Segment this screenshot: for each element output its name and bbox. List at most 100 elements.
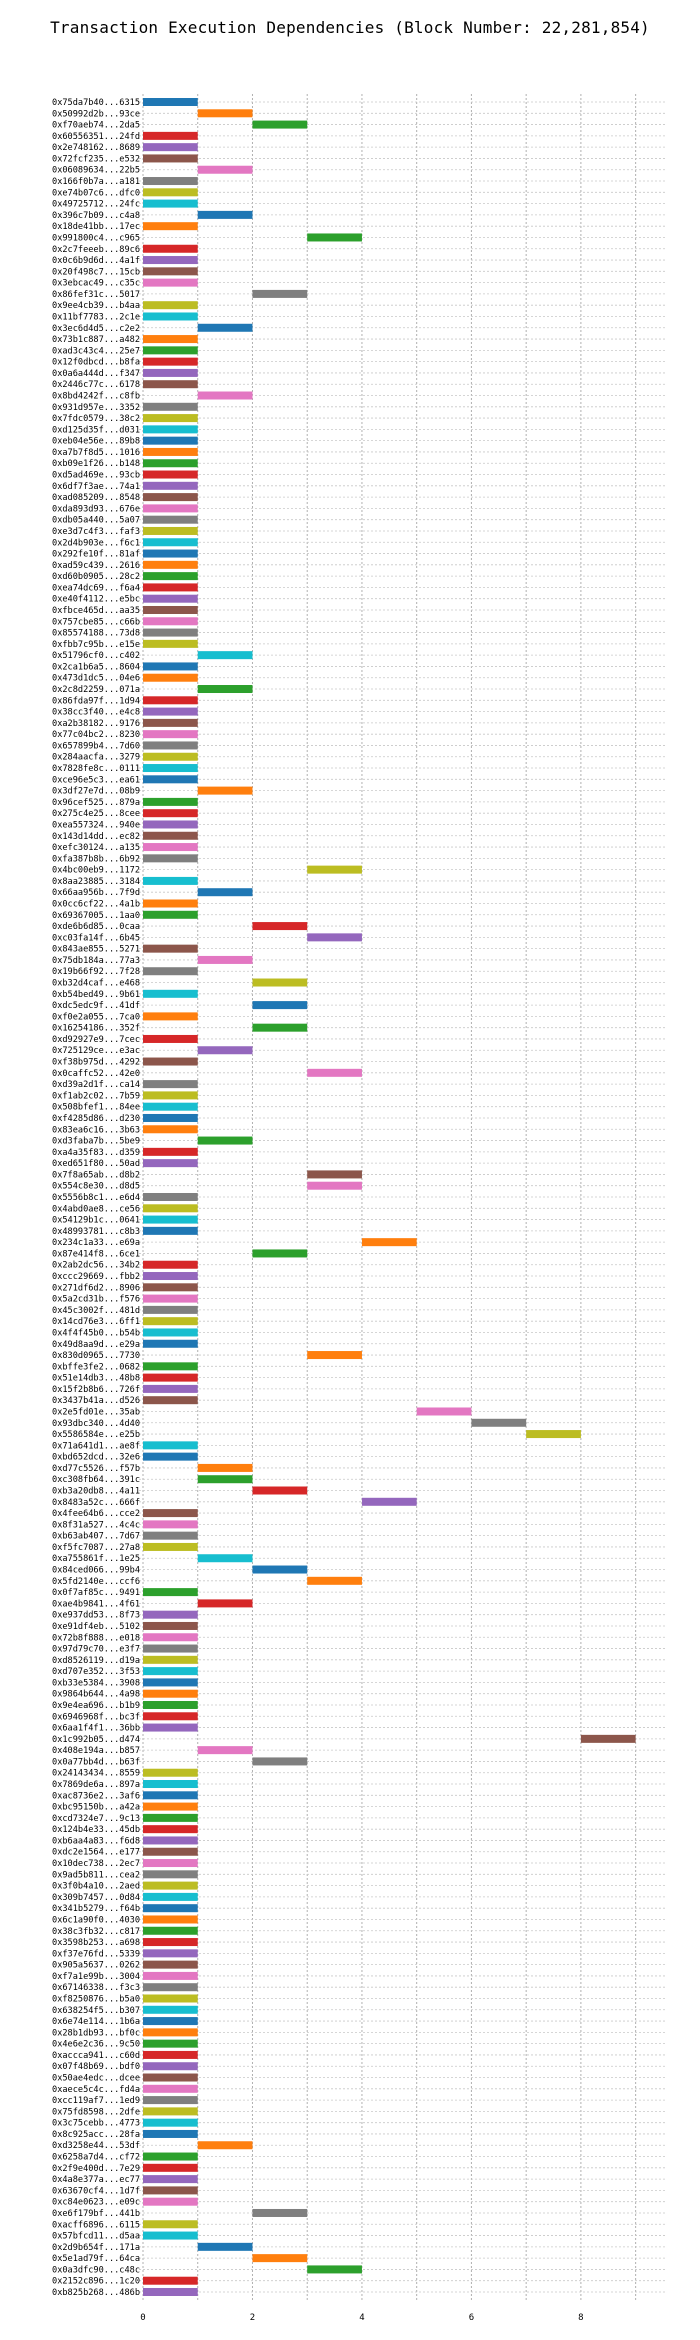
transaction-bar — [197, 391, 253, 400]
y-tick-label: 0xfbb7c95b...e15e — [52, 640, 140, 650]
y-tick-label: 0x8bd4242f...c8fb — [52, 392, 140, 402]
transaction-bar — [143, 1452, 198, 1461]
transaction-bar — [143, 1994, 198, 2003]
x-tick-label: 4 — [359, 2313, 364, 2323]
transaction-bar — [143, 131, 198, 140]
y-tick-label: 0x06089634...22b5 — [52, 166, 140, 176]
y-tick-label: 0xaccca941...c60d — [52, 2051, 140, 2061]
x-tick-labels: 0 2 4 6 8 — [140, 2313, 583, 2323]
y-tick-label: 0x20f498c7...15cb — [52, 267, 140, 277]
y-tick-label: 0xc03fa14f...6b45 — [52, 933, 140, 943]
transaction-bar — [143, 301, 198, 310]
transaction-bar — [143, 2163, 198, 2172]
transaction-bar — [416, 1407, 472, 1416]
transaction-bar — [143, 718, 198, 727]
y-tick-label: 0xd3258e44...53df — [52, 2141, 140, 2151]
y-tick-label: 0x830d0965...7730 — [52, 1351, 140, 1361]
transaction-bar — [143, 1328, 198, 1337]
y-tick-label: 0x638254f5...b307 — [52, 2006, 140, 2016]
transaction-bar — [143, 154, 198, 163]
transaction-bar — [143, 1373, 198, 1382]
transaction-bar — [143, 177, 198, 186]
transaction-bar — [252, 1565, 308, 1574]
y-tick-label: 0x54129b1c...0641 — [52, 1216, 140, 1226]
transaction-bar — [143, 1034, 198, 1043]
transaction-bar — [143, 1339, 198, 1348]
transaction-bar — [143, 560, 198, 569]
transaction-bar — [143, 357, 198, 366]
transaction-bar — [252, 1001, 308, 1010]
y-tick-label: 0xf5fc7087...27a8 — [52, 1543, 140, 1553]
transaction-bar — [143, 1667, 198, 1676]
y-tick-label: 0xc84e0623...e09c — [52, 2198, 140, 2208]
transaction-bar — [197, 2141, 253, 2150]
transaction-bar — [143, 2220, 198, 2229]
y-tick-label: 0xaece5c4c...fd4a — [52, 2085, 140, 2095]
transaction-bar — [143, 1847, 198, 1856]
transaction-bar — [143, 1091, 198, 1100]
y-tick-label: 0x554c8e30...d8d5 — [52, 1182, 140, 1192]
transaction-bar — [143, 696, 198, 705]
y-tick-label: 0x38cc3f40...e4c8 — [52, 708, 140, 718]
y-tick-label: 0xb6aa4a83...f6d8 — [52, 1836, 140, 1846]
transaction-bar — [143, 1881, 198, 1890]
y-tick-label: 0x271df6d2...8906 — [52, 1283, 140, 1293]
transaction-bar — [143, 831, 198, 840]
transaction-bar — [143, 730, 198, 739]
transaction-bar — [143, 572, 198, 581]
x-tick-label: 0 — [140, 2313, 145, 2323]
y-tick-label: 0x0caffc52...42e0 — [52, 1069, 140, 1079]
y-tick-label: 0x3c75cebb...4773 — [52, 2119, 140, 2129]
transaction-bar — [143, 538, 198, 547]
y-tick-label: 0x86fda97f...1d94 — [52, 696, 140, 706]
transaction-bar — [252, 922, 308, 931]
y-tick-label: 0xa755861f...1e25 — [52, 1554, 140, 1564]
transaction-bar — [143, 775, 198, 784]
transaction-bar — [307, 2265, 362, 2274]
y-tick-label: 0x3f0b4a10...2aed — [52, 1882, 140, 1892]
transaction-bar — [143, 1983, 198, 1992]
y-tick-label: 0xf1ab2c02...7b59 — [52, 1091, 140, 1101]
transaction-bar — [143, 764, 198, 773]
transaction-bar — [143, 989, 198, 998]
transaction-bar — [197, 685, 253, 694]
y-tick-label: 0x9ee4cb39...b4aa — [52, 301, 140, 311]
transaction-bar — [143, 1915, 198, 1924]
transaction-bar — [143, 1813, 198, 1822]
transaction-bar — [143, 1204, 198, 1213]
transaction-bar — [143, 312, 198, 321]
transaction-bar — [197, 786, 253, 795]
grid-lines — [139, 94, 667, 2300]
transaction-bar — [307, 933, 362, 942]
y-tick-label: 0x8f31a527...4c4c — [52, 1520, 140, 1530]
y-tick-label: 0x2ab2dc56...34b2 — [52, 1261, 140, 1271]
transaction-bar — [143, 1125, 198, 1134]
transaction-bar — [143, 1859, 198, 1868]
y-tick-label: 0x66aa956b...7f9d — [52, 888, 140, 898]
transaction-bar — [143, 2005, 198, 2014]
y-tick-label: 0xe91df4eb...5102 — [52, 1622, 140, 1632]
transaction-bar — [143, 2084, 198, 2093]
y-tick-label: 0x2c8d2259...071a — [52, 685, 140, 695]
transaction-bar — [143, 639, 198, 648]
y-tick-label: 0x0cc6cf22...4a1b — [52, 899, 140, 909]
y-tick-label: 0x6258a7d4...cf72 — [52, 2153, 140, 2163]
y-tick-label: 0x3437b41a...d526 — [52, 1396, 140, 1406]
y-tick-label: 0x1c992b05...d474 — [52, 1735, 140, 1745]
y-tick-label: 0x6c1a90f0...4030 — [52, 1915, 140, 1925]
y-tick-label: 0x15f2b8b6...726f — [52, 1385, 140, 1395]
transaction-bar — [143, 1520, 198, 1529]
y-tick-label: 0x2c7feeeb...89c6 — [52, 245, 140, 255]
transaction-bar — [143, 188, 198, 197]
transaction-bar — [143, 1441, 198, 1450]
y-tick-label: 0xf4285d86...d230 — [52, 1114, 140, 1124]
y-tick-label: 0xdc2e1564...e177 — [52, 1848, 140, 1858]
y-tick-label: 0xf70aeb74...2da5 — [52, 121, 140, 131]
y-tick-label: 0x3598b253...a698 — [52, 1938, 140, 1948]
transaction-bar — [252, 2208, 308, 2217]
transaction-bar — [143, 335, 198, 344]
y-tick-label: 0x8c925acc...28fa — [52, 2130, 140, 2140]
transaction-bar — [143, 1531, 198, 1540]
transaction-bar — [197, 323, 253, 332]
